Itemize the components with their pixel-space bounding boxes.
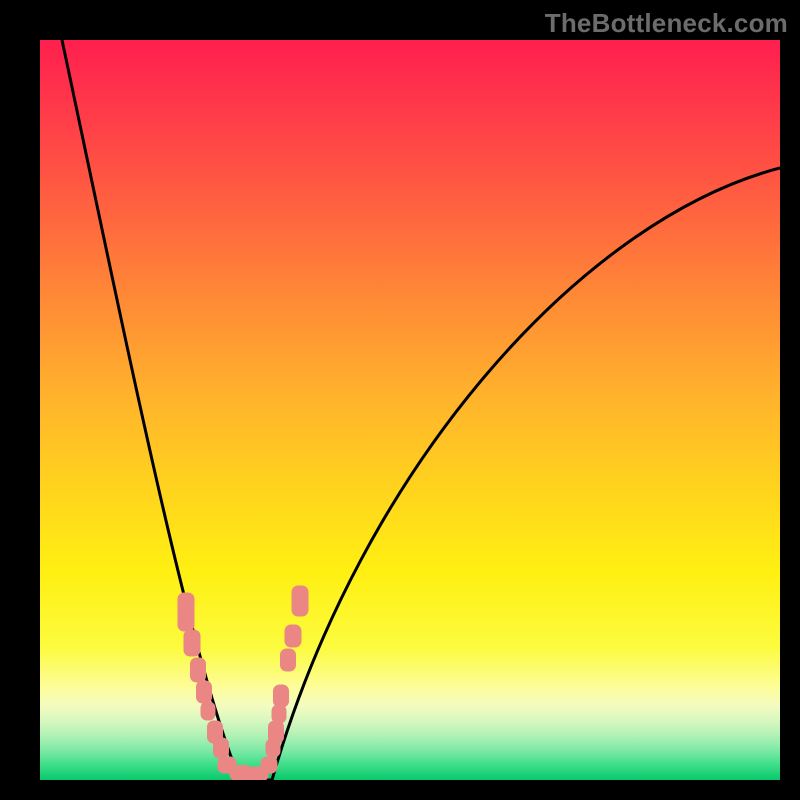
bottleneck-curve-chart	[40, 40, 780, 780]
data-marker	[201, 702, 215, 720]
data-marker	[292, 586, 308, 616]
data-marker	[191, 658, 206, 682]
data-marker	[281, 649, 296, 671]
watermark-text: TheBottleneck.com	[545, 8, 788, 39]
gradient-background	[40, 40, 780, 780]
chart-frame: TheBottleneck.com	[0, 0, 800, 800]
data-marker	[274, 685, 289, 707]
data-marker	[285, 625, 301, 647]
data-marker	[184, 630, 200, 656]
data-marker	[272, 705, 286, 723]
plot-area	[40, 40, 780, 780]
data-marker	[261, 757, 277, 773]
data-marker	[178, 593, 194, 631]
data-marker	[266, 739, 280, 757]
data-marker	[197, 681, 212, 703]
data-marker	[214, 738, 229, 758]
